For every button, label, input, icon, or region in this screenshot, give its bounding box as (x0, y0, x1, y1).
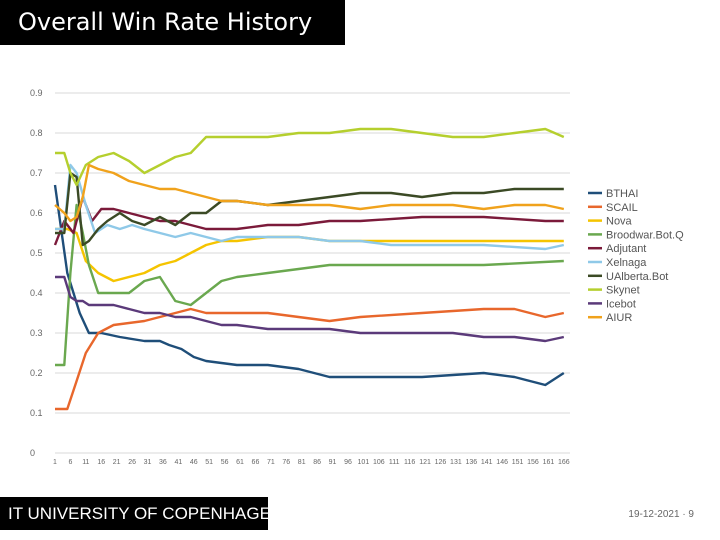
legend-label: UAlberta.Bot (606, 271, 668, 283)
x-tick-label: 81 (298, 459, 306, 466)
x-tick-label: 41 (174, 459, 182, 466)
x-tick-label: 6 (68, 459, 72, 466)
x-tick-label: 106 (373, 459, 385, 466)
x-tick-label: 111 (389, 459, 400, 466)
legend-label: Icebot (606, 298, 636, 310)
x-tick-label: 146 (496, 459, 508, 466)
x-tick-label: 101 (358, 459, 370, 466)
x-tick-label: 61 (236, 459, 244, 466)
y-tick-label: 0 (30, 448, 35, 458)
legend-label: AIUR (606, 312, 632, 324)
x-tick-label: 121 (419, 459, 431, 466)
series-line-bthai (53, 184, 565, 387)
y-tick-label: 0.1 (30, 408, 43, 418)
x-tick-label: 56 (221, 459, 229, 466)
x-tick-label: 51 (205, 459, 213, 466)
x-tick-label: 141 (481, 459, 493, 466)
x-tick-label: 166 (558, 459, 570, 466)
x-tick-label: 1 (53, 459, 57, 466)
slide-title: Overall Win Rate History (0, 0, 345, 45)
x-tick-label: 91 (329, 459, 337, 466)
series-line-broodwar-bot-q (55, 203, 564, 367)
chart-series (53, 127, 565, 411)
y-tick-label: 0.9 (30, 88, 43, 98)
x-tick-label: 136 (465, 459, 477, 466)
series-line-ualberta-bot (55, 171, 564, 247)
series-line-skynet (55, 127, 565, 187)
x-tick-label: 21 (113, 459, 121, 466)
y-tick-label: 0.7 (30, 168, 43, 178)
series-line-nova (55, 227, 564, 283)
y-tick-label: 0.8 (30, 128, 43, 138)
x-tick-label: 86 (313, 459, 321, 466)
x-tick-label: 26 (128, 459, 136, 466)
x-tick-label: 161 (543, 459, 555, 466)
legend-label: Nova (606, 216, 633, 228)
chart-grid (55, 92, 570, 454)
series-line-xelnaga (55, 163, 565, 251)
x-tick-label: 66 (252, 459, 260, 466)
legend-label: BTHAI (606, 188, 638, 200)
y-tick-label: 0.5 (30, 248, 43, 258)
legend-label: Xelnaga (606, 257, 647, 269)
x-tick-label: 16 (97, 459, 105, 466)
x-tick-label: 126 (435, 459, 447, 466)
chart-axes: 00.10.20.30.40.50.60.70.80.91 6 11 16 21 26 31… (30, 88, 570, 466)
x-tick-label: 151 (512, 459, 524, 466)
x-tick-label: 11 (82, 459, 89, 466)
legend-label: Skynet (606, 285, 640, 297)
x-tick-label: 96 (344, 459, 352, 466)
x-tick-label: 71 (267, 459, 275, 466)
x-tick-label: 116 (404, 459, 415, 466)
legend-label: Broodwar.Bot.Q (606, 229, 684, 241)
y-tick-label: 0.4 (30, 288, 43, 298)
y-tick-label: 0.2 (30, 368, 43, 378)
legend-label: SCAIL (606, 202, 638, 214)
y-tick-label: 0.3 (30, 328, 43, 338)
x-tick-label: 31 (144, 459, 152, 466)
x-tick-label: 131 (450, 459, 462, 466)
institution-footer: IT UNIVERSITY OF COPENHAGEN (0, 497, 283, 530)
y-tick-label: 0.6 (30, 208, 43, 218)
x-tick-label: 76 (282, 459, 290, 466)
date-and-page: 19-12-2021 · 9 (628, 509, 694, 520)
series-line-icebot (55, 275, 565, 343)
x-tick-label: 156 (527, 459, 539, 466)
legend-label: Adjutant (606, 243, 646, 255)
x-tick-label: 36 (159, 459, 167, 466)
series-line-aiur (54, 163, 565, 223)
series-line-scail (55, 307, 565, 411)
x-tick-label: 46 (190, 459, 198, 466)
